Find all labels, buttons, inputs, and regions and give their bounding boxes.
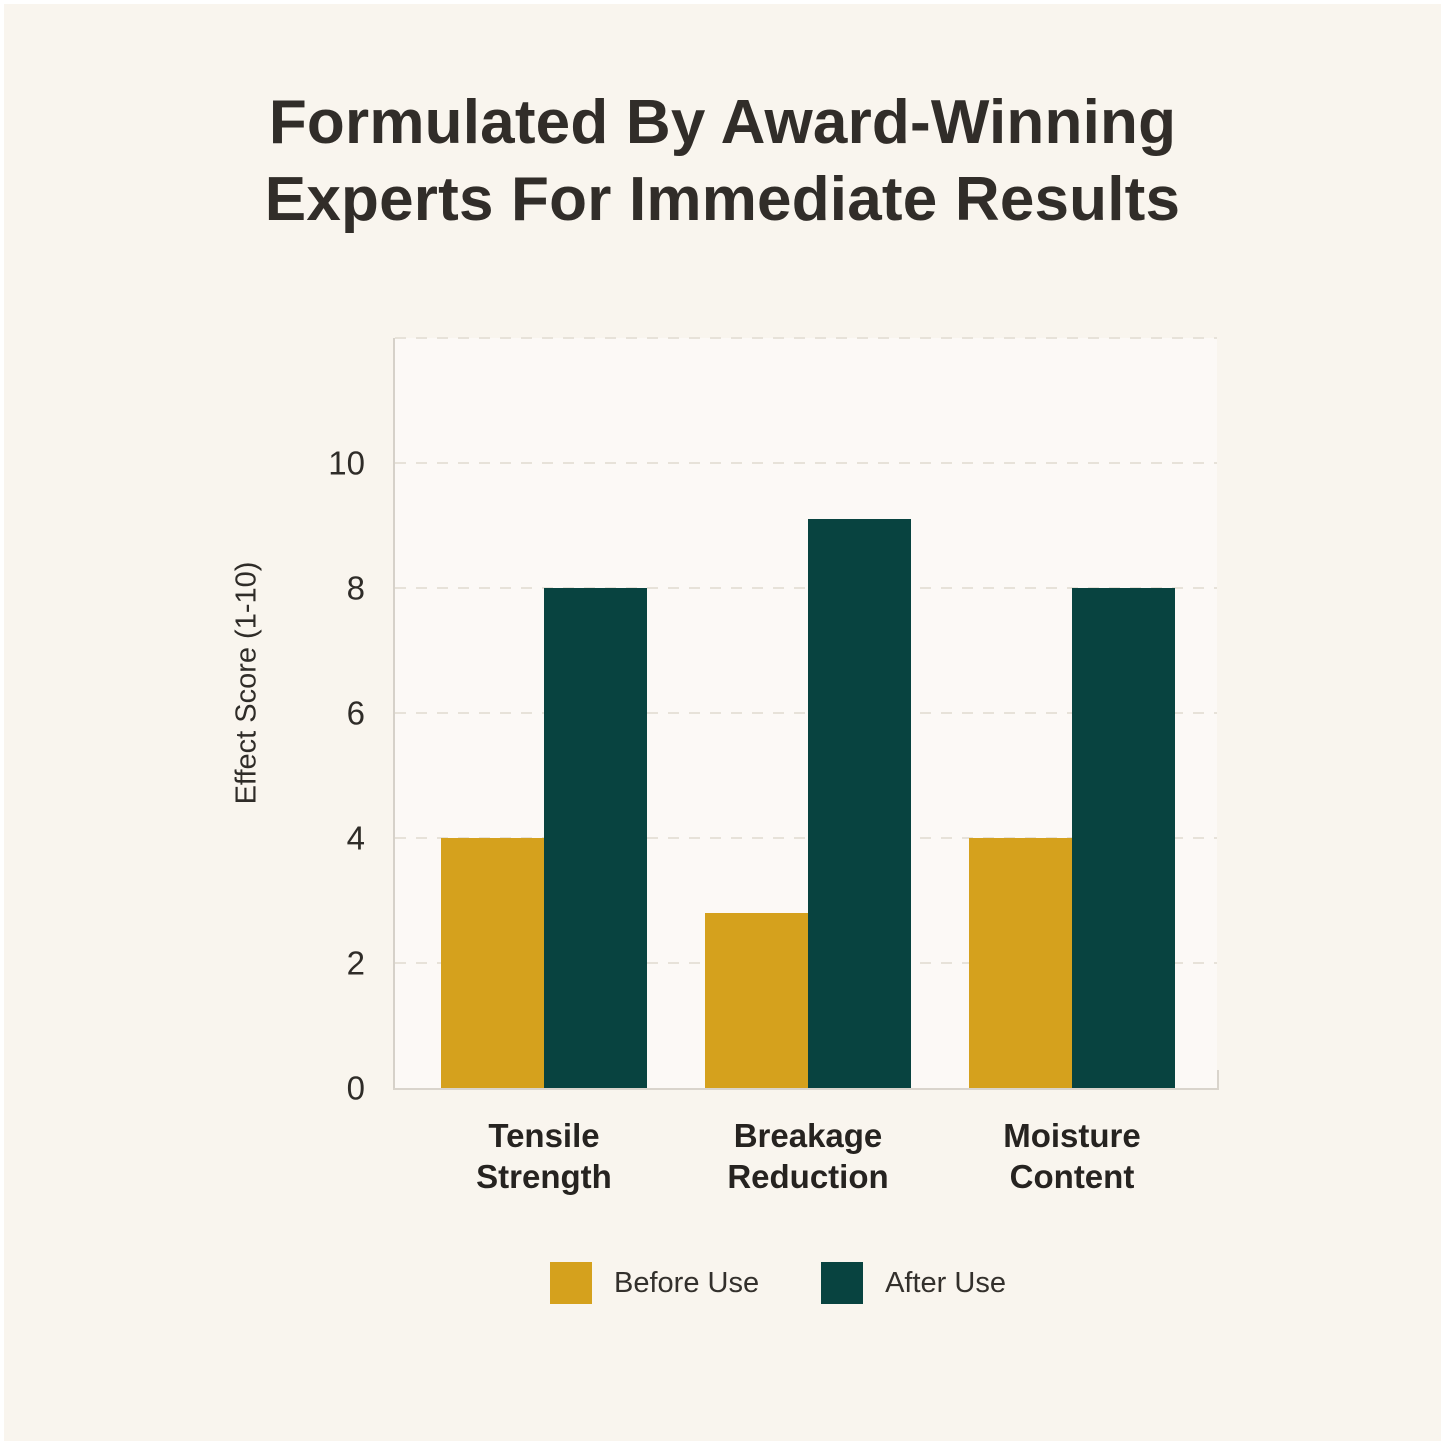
gridline-y-4 [395, 837, 1217, 839]
x-axis-label-moisture-content: Moisture Content [1003, 1117, 1141, 1195]
bar-before-use-breakage-reduction [705, 913, 808, 1088]
bar-after-use-breakage-reduction [808, 519, 911, 1088]
y-axis-title: Effect Score (1-10) [230, 561, 263, 805]
gridline-y-10 [395, 462, 1217, 464]
x-axis-label-tensile-strength: Tensile Strength [476, 1117, 612, 1195]
y-tick-label-8: 8 [346, 569, 365, 607]
legend-label-after-use: After Use [885, 1266, 1006, 1299]
legend-label-before-use: Before Use [614, 1266, 760, 1299]
y-tick-label-4: 4 [346, 819, 365, 857]
title-line-1: Formulated By Award-Winning [268, 88, 1177, 157]
gridline-y-12 [395, 337, 1217, 339]
legend-swatch-after-use [821, 1262, 864, 1304]
title-line-2: Experts For Immediate Results [264, 165, 1181, 234]
page-title: Formulated By Award-Winning Experts For … [0, 84, 1445, 238]
y-tick-label-10: 10 [328, 444, 365, 482]
bar-chart-plot-area: Effect Score (1-10) 0 2 4 6 8 10 Tensile Stren… [231, 337, 1219, 1195]
chart-legend: Before Use After Use [550, 1262, 1006, 1304]
bar-before-use-tensile-strength [441, 838, 544, 1088]
y-tick-label-2: 2 [346, 944, 365, 982]
x-axis-spine [393, 1088, 1219, 1090]
x-axis-label-breakage-reduction: Breakage Reduction [727, 1117, 889, 1195]
y-tick-label-6: 6 [346, 694, 365, 732]
gridline-y-6 [395, 712, 1217, 714]
legend-swatch-before-use [550, 1262, 592, 1304]
y-axis-spine [393, 338, 395, 1090]
bar-before-use-moisture-content [969, 838, 1072, 1088]
bar-after-use-moisture-content [1072, 588, 1175, 1088]
bar-after-use-tensile-strength [544, 588, 647, 1088]
right-spine-stub [1217, 1070, 1219, 1088]
gridline-y-8 [395, 587, 1217, 589]
legend-item-after-use: After Use [821, 1262, 1006, 1304]
page-background [4, 4, 1441, 1441]
legend-item-before-use: Before Use [550, 1262, 759, 1304]
y-tick-label-0: 0 [346, 1069, 365, 1107]
